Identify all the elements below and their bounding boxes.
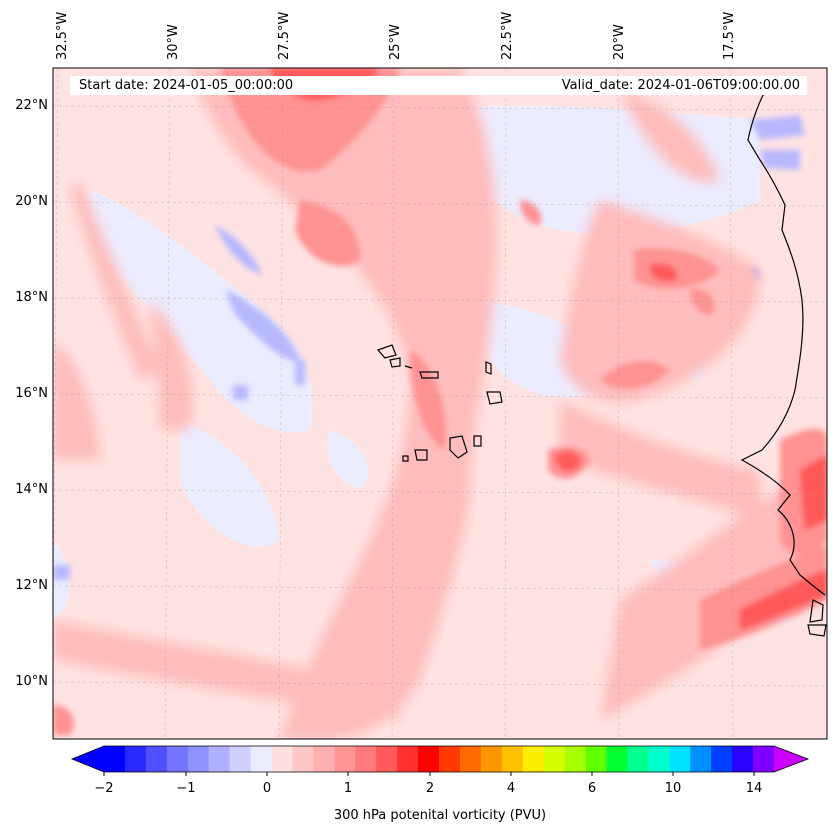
colorbar-tick-label: 1 [343,781,353,796]
lat-label: 22°N [15,98,48,113]
colorbar-segment [501,746,524,772]
lon-label: 32.5°W [55,11,70,60]
title-banner [70,76,807,95]
colorbar-segment [229,746,252,772]
colorbar-tick-label: 14 [745,781,763,796]
colorbar-segment [104,746,126,772]
coastline [376,84,827,637]
colorbar-segment [627,746,649,772]
colorbar-segment [480,746,503,772]
colorbar-segment [564,746,587,772]
colorbar-over-arrow [774,746,808,772]
map-frame [52,67,828,740]
lon-label: 22.5°W [500,11,515,60]
colorbar-segment [292,746,314,772]
colorbar-segment [313,746,335,772]
lon-label: 30°W [166,24,181,60]
colorbar-segment [376,746,398,772]
colorbar-segment [648,746,670,772]
colorbar-segment [732,746,754,772]
lat-label: 10°N [15,674,48,689]
colorbar-tick-label: −2 [94,781,114,796]
colorbar-under-arrow [72,746,104,772]
colorbar-tick-label: 6 [587,781,597,796]
colorbar-segment [397,746,419,772]
colorbar-tick-label: 10 [664,781,682,796]
colorbar-segment [606,746,629,772]
colorbar-segment [208,746,231,772]
colorbar-tick-label: 2 [425,781,435,796]
colorbar-segment [145,746,168,772]
colorbar-segment [711,746,733,772]
colorbar-segment [585,746,608,772]
pv-field [53,68,827,739]
colorbar-segment [250,746,273,772]
colorbar-segment [166,746,189,772]
colorbar-label: 300 hPa potenital vorticity (PVU) [333,808,547,823]
colorbar-segment [271,746,294,772]
colorbar [70,745,810,776]
colorbar-tick-label: 0 [262,781,272,796]
lon-label: 25°W [388,24,403,60]
graticule [53,68,827,739]
colorbar-segment [418,746,440,772]
colorbar-segment [669,746,691,772]
lon-label: 20°W [612,24,627,60]
colorbar-segment [690,746,712,772]
lat-label: 14°N [15,482,48,497]
colorbar-segment [124,746,147,772]
lon-label: 27.5°W [277,11,292,60]
colorbar-segment [522,746,545,772]
colorbar-tick-label: −1 [176,781,196,796]
colorbar-segment [187,746,210,772]
colorbar-segment [334,746,356,772]
valid-date-text: Valid_date: 2024-01-06T09:00:00.00 [561,78,800,93]
lat-label: 20°N [15,194,48,209]
colorbar-segment [543,746,566,772]
start-date-text: Start date: 2024-01-05_00:00:00 [79,78,294,93]
colorbar-segment [459,746,482,772]
colorbar-tick-label: 4 [506,781,516,796]
lon-label: 17.5°W [722,11,737,60]
lat-label: 12°N [15,578,48,593]
colorbar-segment [753,746,775,772]
colorbar-segment [439,746,461,772]
lat-label: 18°N [15,290,48,305]
colorbar-segment [355,746,377,772]
lat-label: 16°N [15,386,48,401]
